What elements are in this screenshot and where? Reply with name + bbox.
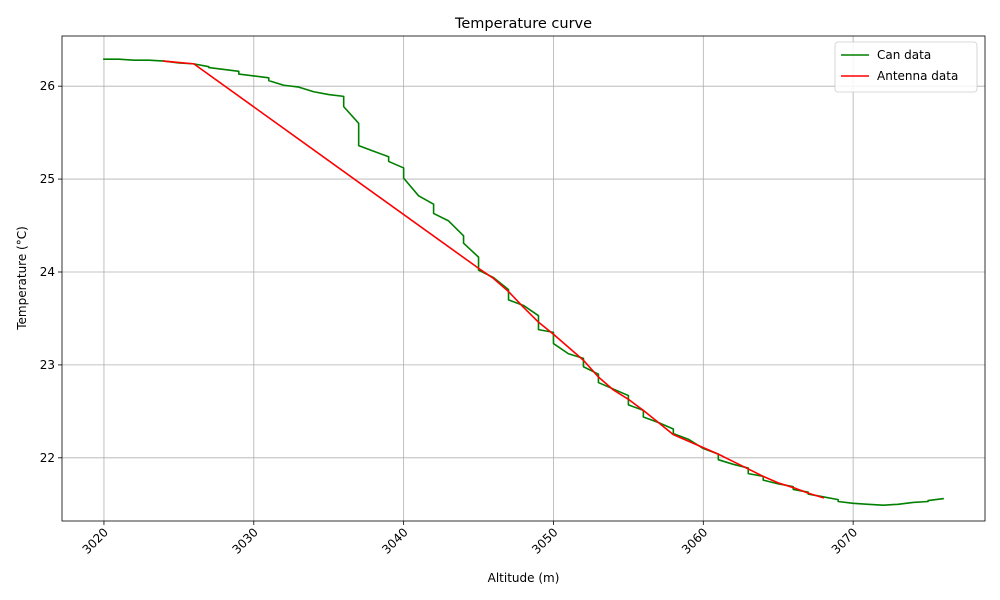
x-tick-label: 3040 <box>379 525 410 556</box>
legend: Can data Antenna data <box>834 41 978 93</box>
series-lines <box>103 58 944 507</box>
x-tick-label: 3020 <box>80 525 111 556</box>
y-tick-label: 25 <box>40 172 55 186</box>
x-tick-label: 3030 <box>229 525 260 556</box>
plot-area-frame <box>61 35 986 522</box>
legend-box <box>834 41 978 93</box>
legend-entry-label: Antenna data <box>877 69 958 83</box>
y-axis-title: Temperature (°C) <box>15 226 29 331</box>
x-tick-label: 3060 <box>679 525 710 556</box>
series-line-can-data <box>103 58 944 507</box>
y-tick-label: 23 <box>40 358 55 372</box>
chart-title: Temperature curve <box>454 16 592 32</box>
axis-ticks: 3020 3030 3040 3050 3060 3070 22 23 24 25 26 <box>40 79 861 557</box>
series-line-antenna-data <box>163 60 825 499</box>
grid-lines <box>62 36 985 521</box>
y-tick-label: 24 <box>40 265 55 279</box>
x-axis-title: Altitude (m) <box>488 571 560 585</box>
legend-entry-label: Can data <box>877 48 931 62</box>
x-tick-label: 3050 <box>529 525 560 556</box>
y-tick-label: 22 <box>40 451 55 465</box>
y-tick-label: 26 <box>40 79 55 93</box>
x-tick-label: 3070 <box>829 525 860 556</box>
